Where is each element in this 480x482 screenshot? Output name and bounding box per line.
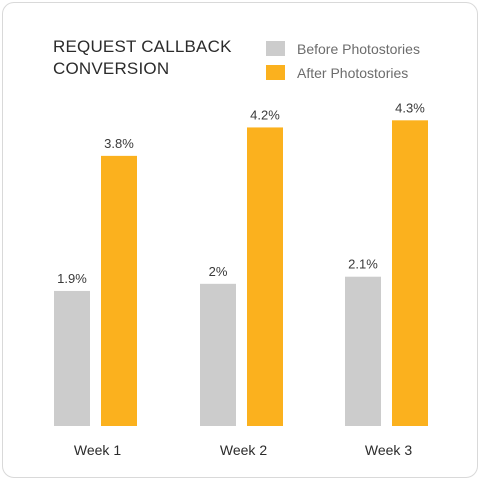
bar-label-after-week-1: 3.8%	[104, 136, 134, 151]
bar-label-after-week-2: 4.2%	[250, 107, 280, 122]
bar-label-before-week-3: 2.1%	[348, 257, 378, 272]
bar-before-week-2	[200, 284, 236, 426]
bar-after-week-2	[247, 127, 283, 426]
category-label-week-2: Week 2	[220, 442, 267, 458]
bar-label-before-week-1: 1.9%	[57, 271, 87, 286]
category-label-week-1: Week 1	[74, 442, 121, 458]
bar-after-week-3	[392, 120, 428, 426]
bar-after-week-1	[101, 156, 137, 426]
category-label-week-3: Week 3	[365, 442, 412, 458]
chart-card: REQUEST CALLBACK CONVERSION Before Photo…	[2, 2, 478, 478]
bar-before-week-1	[54, 291, 90, 426]
bar-before-week-3	[345, 277, 381, 426]
bar-chart-plot: 1.9% 3.8% Week 1 2% 4.2% Week 2 2.1% 4.3% Week 3	[3, 3, 478, 478]
bar-label-before-week-2: 2%	[209, 264, 228, 279]
bar-label-after-week-3: 4.3%	[395, 100, 425, 115]
